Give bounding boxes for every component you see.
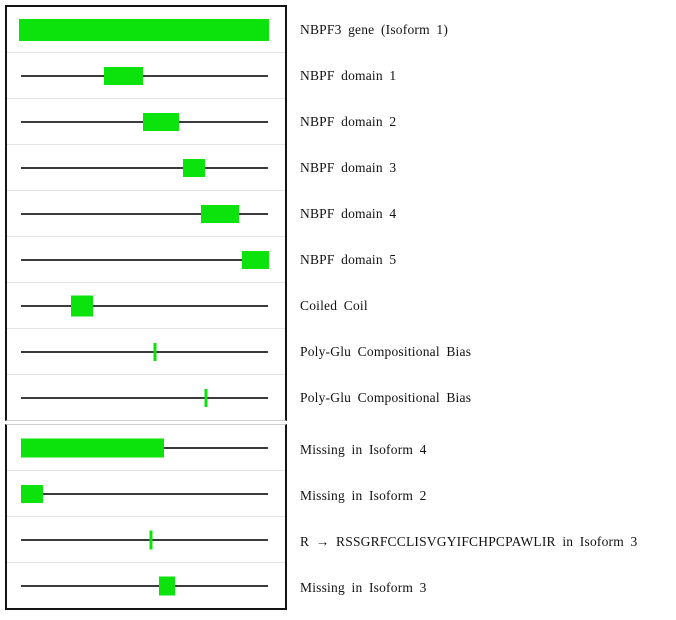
tick-marker	[149, 530, 153, 549]
tick-marker	[153, 342, 157, 361]
feature-row	[7, 52, 285, 98]
row-label: R → RSSGRFCCLISVGYIFCHPCPAWLIR in Isofor…	[300, 533, 638, 549]
track-line	[21, 538, 268, 541]
track-line	[21, 304, 268, 307]
feature-track	[21, 145, 268, 190]
track-line	[21, 258, 268, 261]
row-label: Poly-Glu Compositional Bias	[300, 389, 472, 405]
feature-box	[21, 484, 43, 503]
row-label: Missing in Isoform 4	[300, 441, 427, 457]
labels-column: NBPF3 gene (Isoform 1) NBPF domain 1 NBPF …	[300, 5, 637, 610]
feature-row	[7, 7, 285, 52]
row-label: NBPF3 gene (Isoform 1)	[300, 21, 449, 37]
feature-track	[21, 191, 268, 236]
track-line	[21, 492, 268, 495]
label-group-gene-features: NBPF3 gene (Isoform 1) NBPF domain 1 NBPF …	[300, 5, 637, 420]
gene-bar	[19, 18, 269, 41]
feature-track	[21, 99, 268, 144]
label-group-isoform-features: Missing in Isoform 4 Missing in Isoform 2…	[300, 425, 637, 610]
panel-gene-features	[5, 5, 287, 421]
row-label: Missing in Isoform 3	[300, 579, 427, 595]
label-cell: NBPF domain 5	[300, 237, 637, 282]
row-label: NBPF domain 1	[300, 67, 397, 83]
tracks-column	[5, 5, 287, 610]
row-label: Coiled Coil	[300, 297, 368, 313]
label-cell: Coiled Coil	[300, 283, 637, 328]
track-line	[21, 166, 268, 169]
feature-track	[21, 329, 268, 374]
feature-row	[7, 470, 285, 516]
row-label: NBPF domain 2	[300, 113, 397, 129]
label-cell: NBPF domain 4	[300, 191, 637, 236]
feature-box	[21, 438, 164, 457]
label-cell: NBPF domain 3	[300, 145, 637, 190]
feature-box	[242, 250, 270, 269]
row-label: Missing in Isoform 2	[300, 487, 427, 503]
row-label: Poly-Glu Compositional Bias	[300, 343, 472, 359]
feature-row	[7, 144, 285, 190]
feature-track	[21, 517, 268, 562]
feature-row	[7, 328, 285, 374]
feature-row	[7, 562, 285, 608]
feature-box	[201, 204, 240, 223]
feature-box	[143, 112, 180, 131]
track-line	[21, 584, 268, 587]
feature-track	[21, 425, 268, 470]
label-cell: Poly-Glu Compositional Bias	[300, 329, 637, 374]
feature-row	[7, 98, 285, 144]
label-cell: Missing in Isoform 2	[300, 473, 637, 518]
label-cell: NBPF domain 1	[300, 53, 637, 98]
feature-row	[7, 236, 285, 282]
label-cell: NBPF domain 2	[300, 99, 637, 144]
feature-track	[21, 53, 268, 98]
feature-track	[21, 237, 270, 282]
track-line	[21, 212, 268, 215]
feature-track	[21, 563, 268, 608]
feature-track	[21, 375, 268, 420]
panel-isoform-features	[5, 424, 287, 610]
label-cell: R → RSSGRFCCLISVGYIFCHPCPAWLIR in Isofor…	[300, 519, 637, 564]
tick-marker	[204, 388, 208, 407]
row-label: NBPF domain 4	[300, 205, 397, 221]
feature-track	[21, 471, 268, 516]
feature-box	[159, 576, 175, 595]
feature-box	[103, 66, 143, 85]
label-cell: Poly-Glu Compositional Bias	[300, 375, 637, 420]
feature-row	[7, 374, 285, 420]
row-label: NBPF domain 5	[300, 251, 397, 267]
feature-box	[70, 295, 93, 316]
label-cell: NBPF3 gene (Isoform 1)	[300, 7, 637, 52]
feature-row	[7, 190, 285, 236]
track-line	[21, 74, 268, 77]
feature-row	[7, 282, 285, 328]
row-label: NBPF domain 3	[300, 159, 397, 175]
track-line	[21, 396, 268, 399]
feature-row	[7, 516, 285, 562]
label-cell: Missing in Isoform 4	[300, 427, 637, 472]
feature-track	[19, 7, 269, 52]
track-line	[21, 350, 268, 353]
feature-box	[183, 158, 205, 177]
label-cell: Missing in Isoform 3	[300, 565, 637, 610]
feature-track	[21, 283, 268, 328]
feature-row	[7, 425, 285, 470]
